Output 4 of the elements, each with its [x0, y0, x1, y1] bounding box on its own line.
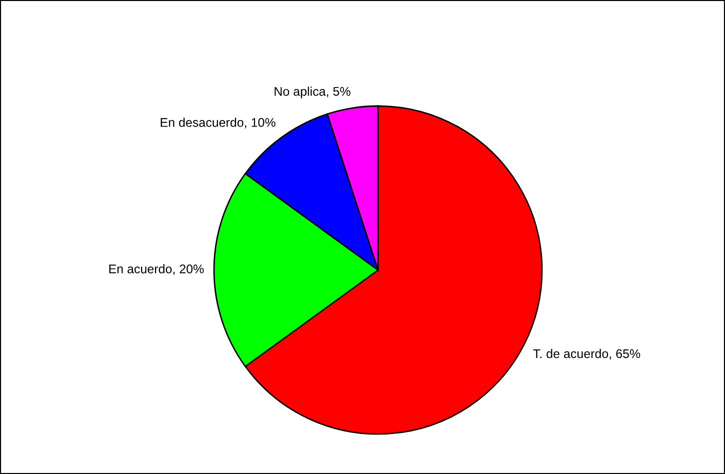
- slice-label: No aplica, 5%: [274, 86, 350, 98]
- slice-label: En desacuerdo, 10%: [160, 118, 276, 128]
- slice-label: T. de acuerdo, 65%: [533, 348, 640, 360]
- slice-label: En acuerdo, 20%: [109, 264, 204, 275]
